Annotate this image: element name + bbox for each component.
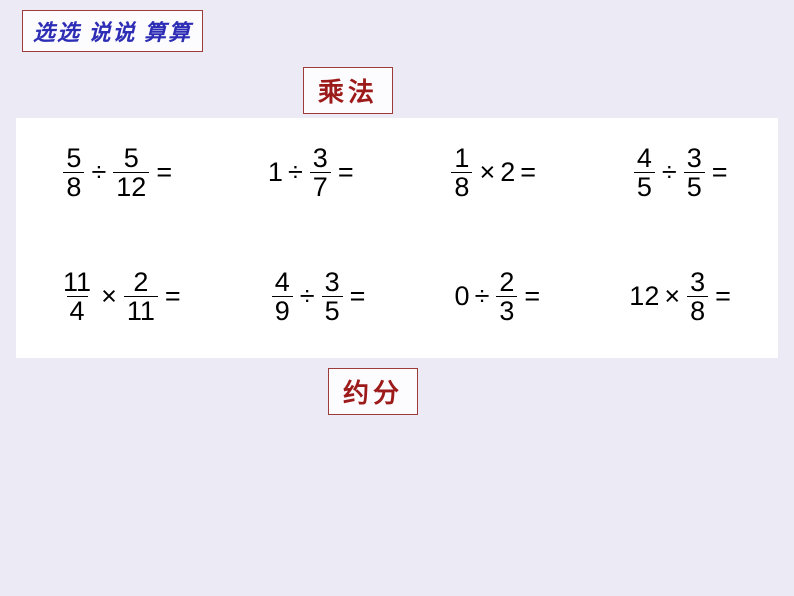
fraction: 3 5 bbox=[322, 268, 343, 326]
math-row-2: 11 4 × 2 11 = 4 9 ÷ 3 5 = 0 ÷ bbox=[16, 268, 778, 326]
expr-7: 0 ÷ 2 3 = bbox=[455, 268, 546, 326]
eq-op: = bbox=[712, 157, 728, 188]
fraction: 4 5 bbox=[634, 144, 655, 202]
eq-op: = bbox=[520, 157, 536, 188]
fraction: 3 8 bbox=[687, 268, 708, 326]
expr-8: 12 × 3 8 = bbox=[629, 268, 736, 326]
label-top-box: 乘法 bbox=[303, 67, 393, 114]
mul-op: × bbox=[479, 157, 495, 188]
div-op: ÷ bbox=[475, 281, 490, 312]
expr-2: 1 ÷ 3 7 = bbox=[268, 144, 359, 202]
fraction: 5 8 bbox=[63, 144, 84, 202]
eq-op: = bbox=[524, 281, 540, 312]
math-area: 5 8 ÷ 5 12 = 1 ÷ 3 7 = 1 8 × 2 bbox=[16, 118, 778, 358]
fraction: 11 4 bbox=[60, 268, 94, 326]
label-bottom-text: 约分 bbox=[343, 379, 403, 408]
mul-op: × bbox=[101, 281, 117, 312]
fraction: 3 5 bbox=[684, 144, 705, 202]
title-text: 选选 说说 算算 bbox=[33, 20, 192, 45]
eq-op: = bbox=[165, 281, 181, 312]
mul-op: × bbox=[664, 281, 680, 312]
label-bottom-box: 约分 bbox=[328, 368, 418, 415]
expr-5: 11 4 × 2 11 = bbox=[58, 268, 186, 326]
whole-number: 0 bbox=[455, 281, 470, 312]
eq-op: = bbox=[156, 157, 172, 188]
eq-op: = bbox=[338, 157, 354, 188]
expr-3: 1 8 × 2 = bbox=[449, 144, 541, 202]
whole-number: 2 bbox=[500, 157, 515, 188]
expr-1: 5 8 ÷ 5 12 = bbox=[61, 144, 177, 202]
fraction: 4 9 bbox=[272, 268, 293, 326]
fraction: 1 8 bbox=[451, 144, 472, 202]
eq-op: = bbox=[350, 281, 366, 312]
div-op: ÷ bbox=[91, 157, 106, 188]
expr-6: 4 9 ÷ 3 5 = bbox=[270, 268, 371, 326]
eq-op: = bbox=[715, 281, 731, 312]
math-row-1: 5 8 ÷ 5 12 = 1 ÷ 3 7 = 1 8 × 2 bbox=[16, 144, 778, 202]
title-box: 选选 说说 算算 bbox=[22, 10, 203, 52]
label-top-text: 乘法 bbox=[318, 78, 378, 107]
fraction: 3 7 bbox=[310, 144, 331, 202]
expr-4: 4 5 ÷ 3 5 = bbox=[632, 144, 733, 202]
whole-number: 12 bbox=[629, 281, 659, 312]
fraction: 5 12 bbox=[113, 144, 149, 202]
fraction: 2 3 bbox=[496, 268, 517, 326]
fraction: 2 11 bbox=[124, 268, 158, 326]
div-op: ÷ bbox=[288, 157, 303, 188]
div-op: ÷ bbox=[300, 281, 315, 312]
whole-number: 1 bbox=[268, 157, 283, 188]
div-op: ÷ bbox=[662, 157, 677, 188]
